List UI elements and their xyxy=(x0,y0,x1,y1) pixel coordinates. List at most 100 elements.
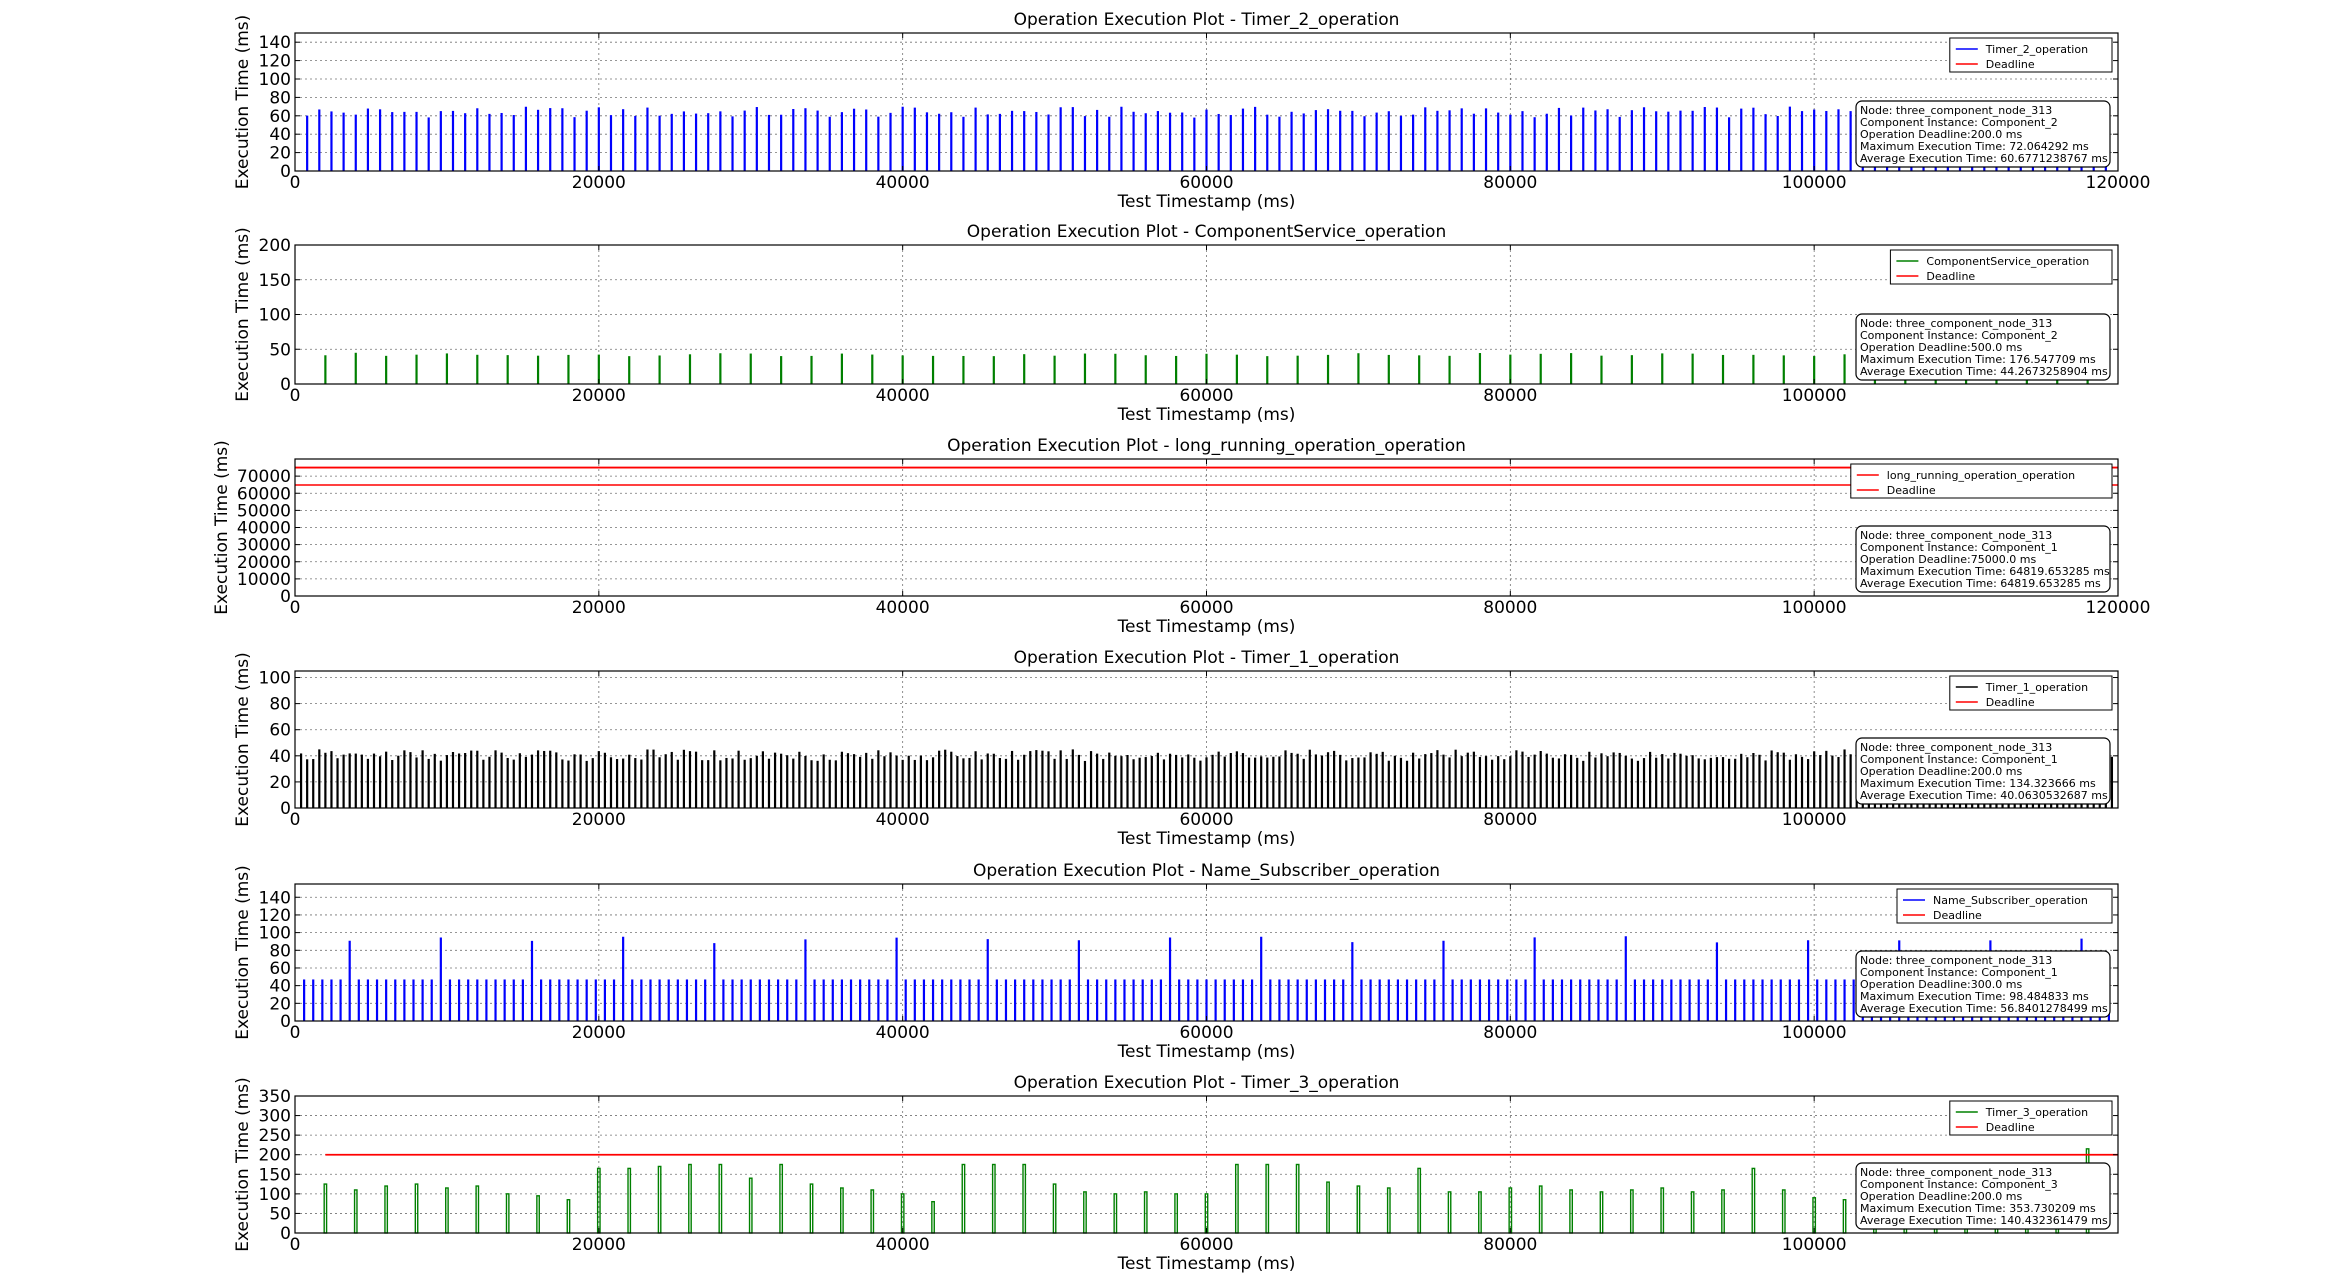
y-tick-label: 0 xyxy=(280,587,291,607)
x-tick-label: 0 xyxy=(290,173,301,193)
y-tick-label: 0 xyxy=(280,799,291,819)
info-line: Maximum Execution Time: 134.323666 ms xyxy=(1860,777,2096,790)
legend-label-series: long_running_operation_operation xyxy=(1887,469,2075,482)
legend-label-deadline: Deadline xyxy=(1933,909,1982,922)
y-axis-label: Execution Time (ms) xyxy=(233,15,253,190)
info-box: Node: three_component_node_313Component … xyxy=(1855,100,2111,168)
x-tick-label: 60000 xyxy=(1179,173,1233,193)
x-tick-label: 0 xyxy=(290,386,301,406)
info-line: Operation Deadline:200.0 ms xyxy=(1860,1190,2022,1203)
x-tick-label: 40000 xyxy=(876,598,930,618)
info-line: Average Execution Time: 140.432361479 ms xyxy=(1860,1214,2108,1227)
y-tick-label: 140 xyxy=(259,888,291,908)
info-line: Component Instance: Component_2 xyxy=(1860,116,2058,129)
x-tick-label: 100000 xyxy=(1782,386,1847,406)
y-tick-label: 40 xyxy=(269,747,291,767)
legend-label-series: Timer_3_operation xyxy=(1985,1106,2088,1119)
y-tick-label: 80 xyxy=(269,88,291,108)
x-tick-label: 0 xyxy=(290,810,301,830)
info-line: Node: three_component_node_313 xyxy=(1860,529,2052,542)
info-line: Average Execution Time: 60.6771238767 ms xyxy=(1860,152,2108,165)
x-tick-label: 60000 xyxy=(1179,1235,1233,1255)
legend-label-deadline: Deadline xyxy=(1926,270,1975,283)
legend-label-series: Timer_1_operation xyxy=(1985,681,2088,694)
info-line: Node: three_component_node_313 xyxy=(1860,317,2052,330)
y-tick-label: 30000 xyxy=(237,536,291,556)
y-axis-label: Execution Time (ms) xyxy=(233,652,253,827)
x-tick-label: 40000 xyxy=(876,810,930,830)
legend: Timer_3_operation Deadline xyxy=(1949,1100,2113,1136)
y-tick-label: 100 xyxy=(259,1185,291,1205)
x-tick-label: 40000 xyxy=(876,173,930,193)
x-tick-label: 20000 xyxy=(572,386,626,406)
y-tick-label: 10000 xyxy=(237,570,291,590)
info-line: Operation Deadline:200.0 ms xyxy=(1860,128,2022,141)
y-tick-label: 350 xyxy=(259,1087,291,1107)
info-line: Component Instance: Component_1 xyxy=(1860,966,2058,979)
x-tick-label: 20000 xyxy=(572,1235,626,1255)
x-axis-label: Test Timestamp (ms) xyxy=(1117,1254,1296,1274)
chart-panel-4: Operation Execution Plot - Timer_1_opera… xyxy=(233,648,2119,849)
info-line: Average Execution Time: 56.8401278499 ms xyxy=(1860,1002,2108,1015)
x-axis-label: Test Timestamp (ms) xyxy=(1117,829,1296,849)
y-tick-label: 200 xyxy=(259,236,291,256)
x-tick-label: 60000 xyxy=(1179,1023,1233,1043)
y-tick-label: 120 xyxy=(259,52,291,72)
x-tick-label: 0 xyxy=(290,598,301,618)
info-line: Operation Deadline:75000.0 ms xyxy=(1860,553,2036,566)
x-tick-label: 80000 xyxy=(1483,810,1537,830)
info-line: Node: three_component_node_313 xyxy=(1860,1166,2052,1179)
info-line: Maximum Execution Time: 353.730209 ms xyxy=(1860,1202,2096,1215)
y-tick-label: 250 xyxy=(259,1126,291,1146)
x-tick-label: 40000 xyxy=(876,1235,930,1255)
info-box-frame xyxy=(1855,100,2111,168)
info-line: Operation Deadline:500.0 ms xyxy=(1860,341,2022,354)
legend-box xyxy=(1949,675,2113,711)
x-tick-label: 80000 xyxy=(1483,1023,1537,1043)
info-box-frame xyxy=(1855,313,2111,381)
legend-label-deadline: Deadline xyxy=(1986,1121,2035,1134)
y-tick-label: 20 xyxy=(269,994,291,1014)
y-tick-label: 100 xyxy=(259,306,291,326)
x-tick-label: 100000 xyxy=(1782,598,1847,618)
chart-title: Operation Execution Plot - Name_Subscrib… xyxy=(973,861,1440,881)
x-tick-label: 80000 xyxy=(1483,173,1537,193)
y-tick-label: 50000 xyxy=(237,501,291,521)
info-line: Operation Deadline:200.0 ms xyxy=(1860,765,2022,778)
info-box: Node: three_component_node_313Component … xyxy=(1855,1162,2111,1230)
x-tick-label: 60000 xyxy=(1179,386,1233,406)
x-tick-label: 60000 xyxy=(1179,810,1233,830)
legend: Timer_1_operation Deadline xyxy=(1949,675,2113,711)
y-tick-label: 40000 xyxy=(237,519,291,539)
legend: Timer_2_operation Deadline xyxy=(1949,37,2113,73)
x-tick-label: 20000 xyxy=(572,810,626,830)
info-line: Component Instance: Component_1 xyxy=(1860,541,2058,554)
chart-panel-3: Operation Execution Plot - long_running_… xyxy=(212,436,2150,637)
chart-title: Operation Execution Plot - long_running_… xyxy=(947,436,1466,456)
chart-title: Operation Execution Plot - Timer_2_opera… xyxy=(1014,10,1400,30)
y-tick-label: 80 xyxy=(269,941,291,961)
info-line: Average Execution Time: 64819.653285 ms xyxy=(1860,577,2101,590)
y-tick-label: 60000 xyxy=(237,484,291,504)
info-line: Component Instance: Component_1 xyxy=(1860,753,2058,766)
info-box: Node: three_component_node_313Component … xyxy=(1855,525,2111,593)
legend-box xyxy=(1949,37,2113,73)
x-tick-label: 40000 xyxy=(876,1023,930,1043)
x-tick-label: 80000 xyxy=(1483,1235,1537,1255)
y-axis-label: Execution Time (ms) xyxy=(233,1077,253,1252)
chart-title: Operation Execution Plot - Timer_1_opera… xyxy=(1014,648,1400,668)
chart-panel-1: Operation Execution Plot - Timer_2_opera… xyxy=(233,10,2150,212)
legend: Name_Subscriber_operation Deadline xyxy=(1896,888,2113,924)
info-box-frame xyxy=(1855,525,2111,593)
info-box: Node: three_component_node_313Component … xyxy=(1855,313,2111,381)
x-tick-label: 120000 xyxy=(2086,173,2151,193)
y-tick-label: 200 xyxy=(259,1146,291,1166)
info-box-frame xyxy=(1855,737,2111,805)
x-tick-label: 80000 xyxy=(1483,386,1537,406)
y-tick-label: 20000 xyxy=(237,553,291,573)
info-line: Average Execution Time: 40.0630532687 ms xyxy=(1860,789,2108,802)
y-tick-label: 100 xyxy=(259,669,291,689)
x-tick-label: 60000 xyxy=(1179,598,1233,618)
legend-label-deadline: Deadline xyxy=(1986,58,2035,71)
